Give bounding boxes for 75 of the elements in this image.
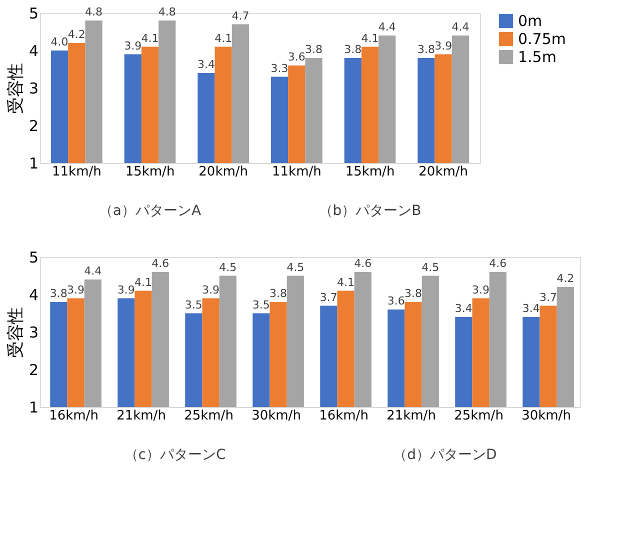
data-label: 3.4 [454,302,472,315]
y-tick-label: 4 [28,286,38,304]
data-label: 3.7 [320,290,338,304]
x-tick-label: 30km/h [252,408,301,424]
data-label: 3.6 [387,294,405,308]
data-label: 3.8 [344,43,362,56]
data-label: 3.9 [124,39,142,52]
y-tick-label: 5 [28,248,38,266]
data-label: 3.3 [270,62,288,75]
y-tick-label: 3 [28,324,38,342]
y-tick-label: 1 [28,154,38,172]
data-label: 3.8 [50,287,68,300]
data-label: 4.1 [361,32,379,45]
data-label: 4.5 [286,260,304,274]
data-label: 4.8 [85,6,103,18]
y-tick-label: 3 [28,80,38,98]
data-label: 3.8 [417,43,435,56]
x-tick-label: 11km/h [52,164,102,180]
text: （d）パターンD [393,447,497,463]
text: （c）パターンC [124,447,226,463]
legend-label: 1.5m [518,48,556,66]
data-label: 4.2 [556,272,574,285]
data-label: 3.6 [288,50,306,64]
data-label: 4.5 [219,260,237,274]
legend-label: 0m [518,12,542,30]
data-label: 3.8 [270,287,288,300]
x-tick-label: 15km/h [125,164,175,180]
text: （a）パターンA [98,203,202,219]
data-label: 3.7 [540,290,558,304]
data-label: 3.5 [184,298,202,312]
data-label: 3.8 [404,287,422,300]
data-label: 3.9 [434,39,452,52]
y-tick-label: 4 [28,42,38,60]
legend-label: 0.75m [518,30,566,48]
y-tick-label: 5 [28,4,38,22]
x-tick-label: 16km/h [319,408,368,424]
data-label: 4.5 [422,260,440,274]
x-tick-label: 25km/h [184,408,234,424]
y-tick-label: 2 [28,361,38,379]
data-label: 4.6 [354,257,372,270]
y-tick-label: 1 [28,398,38,416]
data-label: 4.2 [68,28,86,41]
data-label: 4.4 [452,20,470,34]
data-label: 4.0 [50,36,68,48]
data-label: 4.6 [152,257,170,270]
data-label: 3.9 [67,283,85,296]
x-tick-label: 25km/h [454,408,504,424]
x-tick-label: 16km/h [49,408,98,424]
x-tick-label: 20km/h [198,164,248,180]
y-axis-title: 受容性 [6,307,26,358]
data-label: 4.1 [214,32,232,45]
text: （b）パターンB [318,203,422,219]
data-label: 3.9 [472,283,490,296]
y-axis-title: 受容性 [6,63,26,114]
data-label: 4.4 [84,264,102,278]
x-tick-label: 30km/h [522,408,571,424]
data-label: 4.1 [337,276,355,289]
data-label: 3.4 [522,302,540,315]
data-label: 3.4 [197,58,215,71]
data-label: 4.4 [378,20,396,34]
x-tick-label: 15km/h [345,164,395,180]
data-label: 3.8 [305,43,323,56]
data-label: 3.9 [202,283,220,296]
data-label: 4.1 [141,32,159,45]
x-tick-label: 21km/h [116,408,166,424]
data-label: 4.8 [158,6,176,18]
data-label: 3.9 [117,283,135,296]
y-tick-label: 2 [28,117,38,135]
data-label: 4.7 [232,9,250,22]
x-tick-label: 20km/h [418,164,468,180]
data-label: 4.1 [134,276,152,289]
data-label: 4.6 [489,257,507,270]
x-tick-label: 21km/h [386,408,436,424]
data-label: 3.5 [252,298,270,312]
x-tick-label: 11km/h [272,164,322,180]
